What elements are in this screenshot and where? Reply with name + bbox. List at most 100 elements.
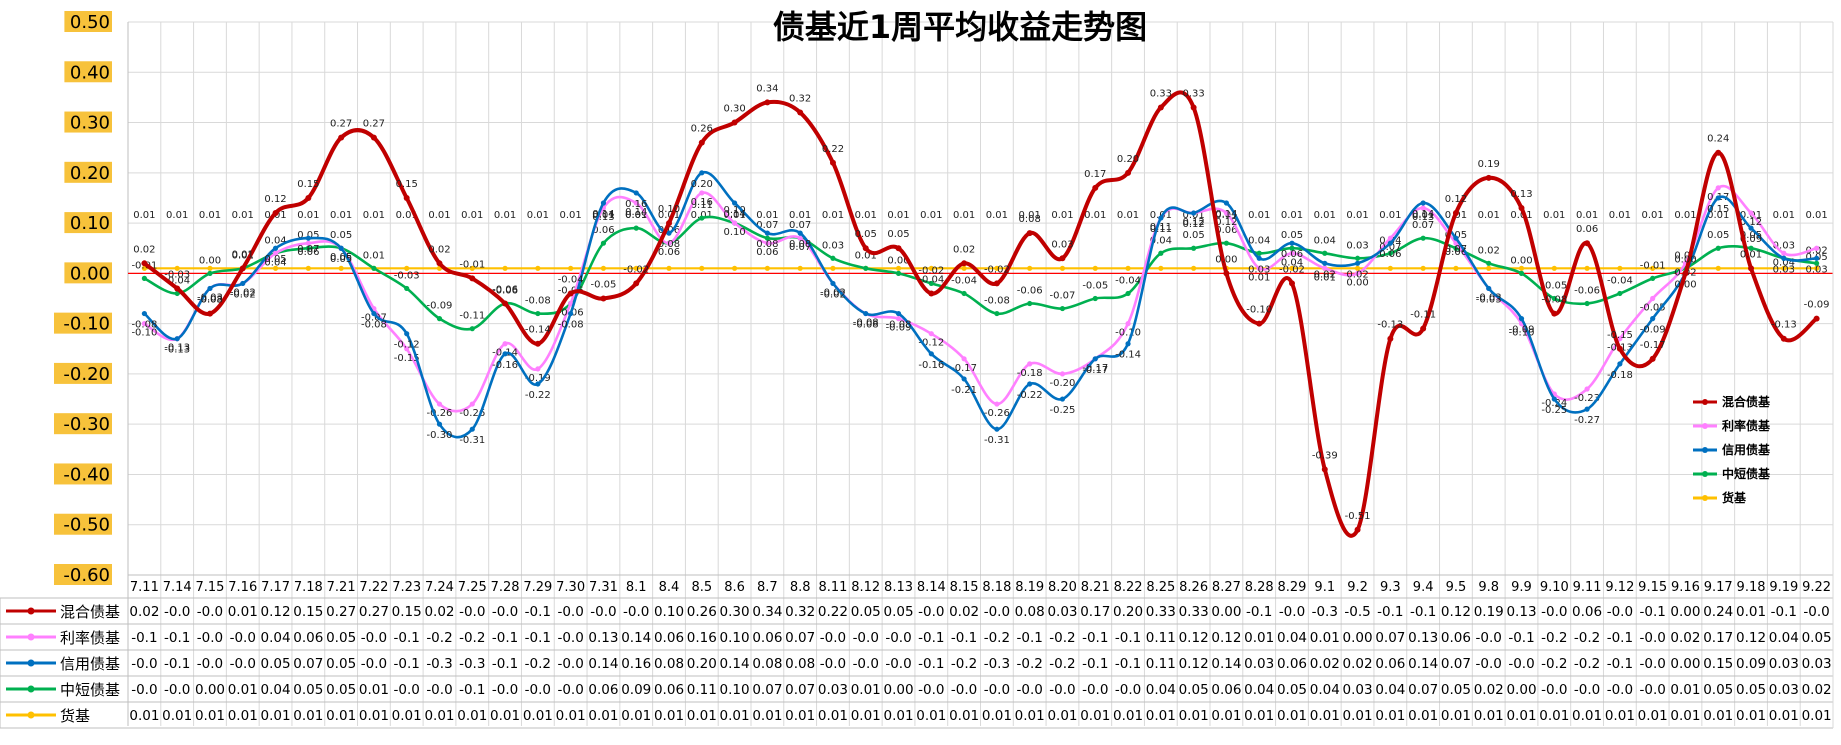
table-cell: -0.0 [557, 604, 583, 620]
data-point [272, 245, 279, 251]
table-cell: 0.07 [752, 682, 782, 698]
data-label: 0.05 [1707, 230, 1729, 241]
data-point [731, 220, 738, 226]
y-tick-bg [64, 161, 112, 183]
table-cell: 0.13 [1506, 604, 1536, 620]
data-label: 0.04 [1773, 257, 1795, 268]
table-cell: -0.0 [885, 656, 911, 672]
data-label: 0.03 [1051, 239, 1073, 250]
table-cell: 0.05 [261, 656, 291, 672]
table-cell: -0.0 [197, 630, 223, 646]
data-label: -0.02 [820, 287, 846, 298]
data-point [961, 290, 967, 297]
data-label: -0.07 [361, 313, 387, 324]
table-cell: 0.01 [392, 708, 422, 724]
data-label: -0.39 [1312, 450, 1338, 461]
data-label: 0.01 [330, 210, 352, 221]
data-label: 0.16 [691, 197, 713, 208]
data-label: -0.03 [164, 269, 190, 280]
data-label: 0.01 [1084, 210, 1106, 221]
table-cell: -0.0 [197, 604, 223, 620]
legend-marker [1702, 399, 1708, 405]
y-tick-bg [54, 413, 112, 435]
table-cell: -0.2 [1574, 656, 1600, 672]
data-label: 0.01 [625, 210, 647, 221]
table-cell: -0.0 [853, 656, 879, 672]
data-label: 0.05 [264, 254, 286, 265]
x-tick-label: 7.28 [491, 580, 520, 595]
data-label: 0.03 [1773, 264, 1795, 275]
data-point [666, 265, 672, 271]
table-cell: -0.0 [1476, 656, 1502, 672]
data-label: 0.01 [1412, 210, 1434, 221]
table-cell: 0.30 [720, 604, 750, 620]
data-label: -0.51 [1345, 511, 1371, 522]
x-tick-label: 9.4 [1413, 580, 1434, 595]
data-point [567, 290, 574, 297]
data-point [1387, 240, 1393, 246]
table-cell: 0.02 [424, 604, 454, 620]
y-tick-label: -0.50 [63, 515, 110, 536]
data-label: 0.12 [1445, 194, 1467, 205]
data-point [1125, 341, 1131, 347]
table-cell: 0.01 [162, 708, 192, 724]
data-label: -0.30 [427, 430, 453, 441]
data-point [141, 310, 147, 317]
data-point [1617, 336, 1623, 342]
data-point [1354, 255, 1361, 261]
x-tick-label: 8.21 [1081, 580, 1110, 595]
data-point [895, 270, 902, 276]
table-cell: 0.06 [1277, 656, 1307, 672]
y-tick-bg [64, 212, 112, 234]
table-row-marker [27, 607, 35, 615]
table-cell: 0.09 [1736, 656, 1766, 672]
table-cell: 0.12 [1179, 656, 1209, 672]
data-point [1387, 265, 1393, 271]
data-point [830, 265, 836, 271]
legend-label: 混合债基 [1722, 394, 1771, 409]
y-tick-label: 0.20 [70, 163, 110, 184]
data-label: -0.22 [525, 390, 551, 401]
table-cell: 0.04 [1375, 682, 1405, 698]
data-label: 0.08 [658, 239, 680, 250]
data-point [1256, 265, 1262, 271]
data-point [1420, 265, 1426, 271]
table-cell: -0.3 [1312, 604, 1338, 620]
table-cell: -0.3 [984, 656, 1010, 672]
data-point [1125, 265, 1131, 271]
data-label: 0.00 [1674, 279, 1696, 290]
data-label: 0.01 [887, 210, 909, 221]
data-label: 0.14 [723, 209, 745, 220]
data-table: 混合债基 0.02 -0.0 -0.0 0.01 0.12 0.15 0.27 0.27 0.15… [0, 22, 1834, 729]
data-label: -0.02 [820, 289, 846, 300]
x-tick-label: 7.31 [589, 580, 618, 595]
table-cell: 0.01 [883, 708, 913, 724]
data-point [1191, 265, 1197, 271]
data-label: 0.01 [855, 210, 877, 221]
table-cell: 0.16 [687, 630, 717, 646]
table-cell: 0.01 [1769, 708, 1799, 724]
data-point [174, 290, 180, 297]
table-cell: 0.01 [1638, 708, 1668, 724]
table-cell: -0.1 [1115, 656, 1141, 672]
data-point [370, 134, 377, 141]
data-point [1748, 225, 1754, 231]
table-cell: 0.02 [1474, 682, 1504, 698]
table-cell: -0.0 [1639, 682, 1665, 698]
data-point [535, 381, 541, 387]
data-point [994, 401, 1000, 407]
legend-marker [1702, 471, 1708, 477]
data-label: 0.01 [461, 210, 483, 221]
data-point [699, 190, 705, 196]
y-tick-bg [54, 513, 112, 535]
data-label: 0.01 [1510, 210, 1532, 221]
table-cell: -0.0 [394, 682, 420, 698]
data-label: 0.09 [625, 210, 647, 221]
data-label: 0.01 [1346, 210, 1368, 221]
data-label: 0.01 [920, 210, 942, 221]
table-cell: -0.1 [1017, 630, 1043, 646]
table-cell: -0.2 [459, 630, 485, 646]
data-label: 0.01 [1379, 210, 1401, 221]
data-label: 0.08 [756, 239, 778, 250]
table-cell: -0.1 [918, 630, 944, 646]
